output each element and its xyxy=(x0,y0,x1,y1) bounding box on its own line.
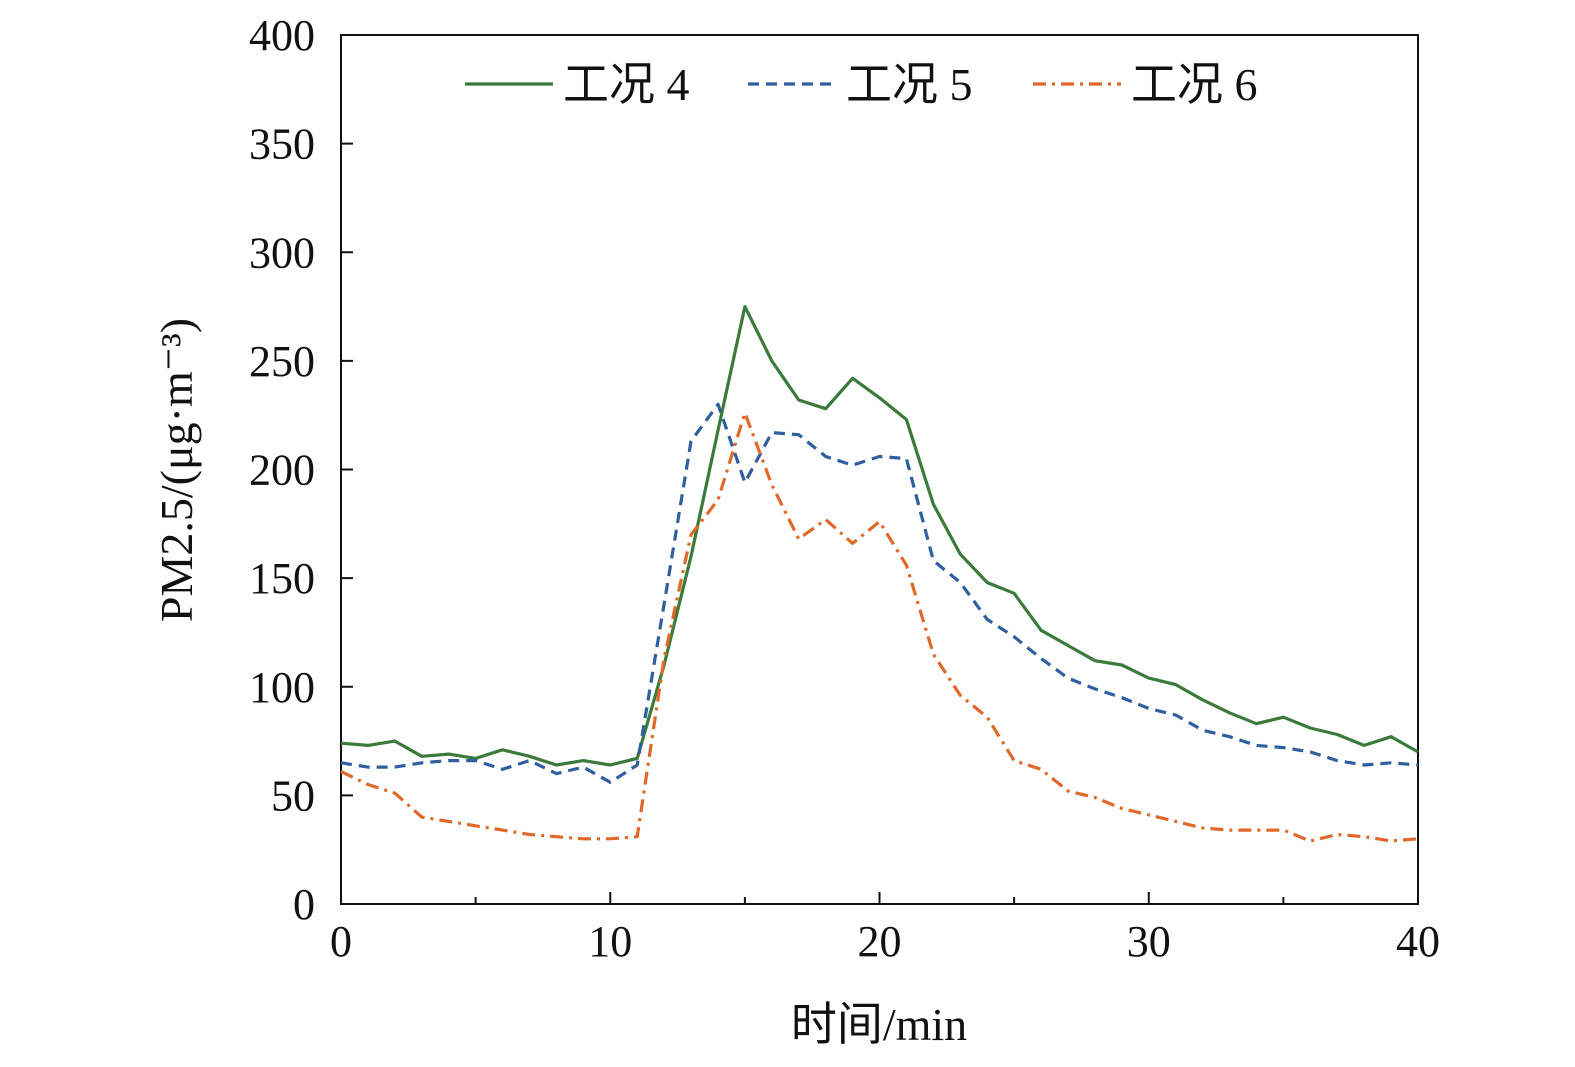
x-tick-label-1: 10 xyxy=(588,917,632,966)
y-tick-label-5: 250 xyxy=(249,337,315,386)
series-lines xyxy=(340,305,1419,843)
legend-label-3: 工况 6 xyxy=(1131,59,1258,110)
x-tick-label-0: 0 xyxy=(330,917,352,966)
x-tick-label-3: 30 xyxy=(1127,917,1171,966)
x-tick-label-4: 40 xyxy=(1396,917,1440,966)
series-line-3 xyxy=(340,411,1419,843)
legend-label-2: 工况 5 xyxy=(846,59,973,110)
series-line-1 xyxy=(340,305,1419,767)
y-tick-label-0: 0 xyxy=(293,880,315,929)
legend-label-1: 工况 4 xyxy=(563,59,690,110)
y-tick-label-3: 150 xyxy=(249,554,315,603)
legend: 工况 4 工况 5 工况 6 xyxy=(465,59,1258,110)
y-tick-label-7: 350 xyxy=(249,120,315,169)
series-line-2 xyxy=(340,402,1419,784)
axis-ticks xyxy=(340,34,1419,905)
x-axis-title: 时间/min xyxy=(791,999,967,1050)
y-tick-label-4: 200 xyxy=(249,446,315,495)
y-tick-label-6: 300 xyxy=(249,228,315,277)
x-tick-label-2: 20 xyxy=(858,917,902,966)
y-tick-label-1: 50 xyxy=(271,771,315,820)
y-axis-title: PM2.5/(μg·m⁻³) xyxy=(151,318,202,622)
y-tick-label-2: 100 xyxy=(249,663,315,712)
plot-frame xyxy=(340,34,1419,905)
y-tick-label-8: 400 xyxy=(249,11,315,60)
